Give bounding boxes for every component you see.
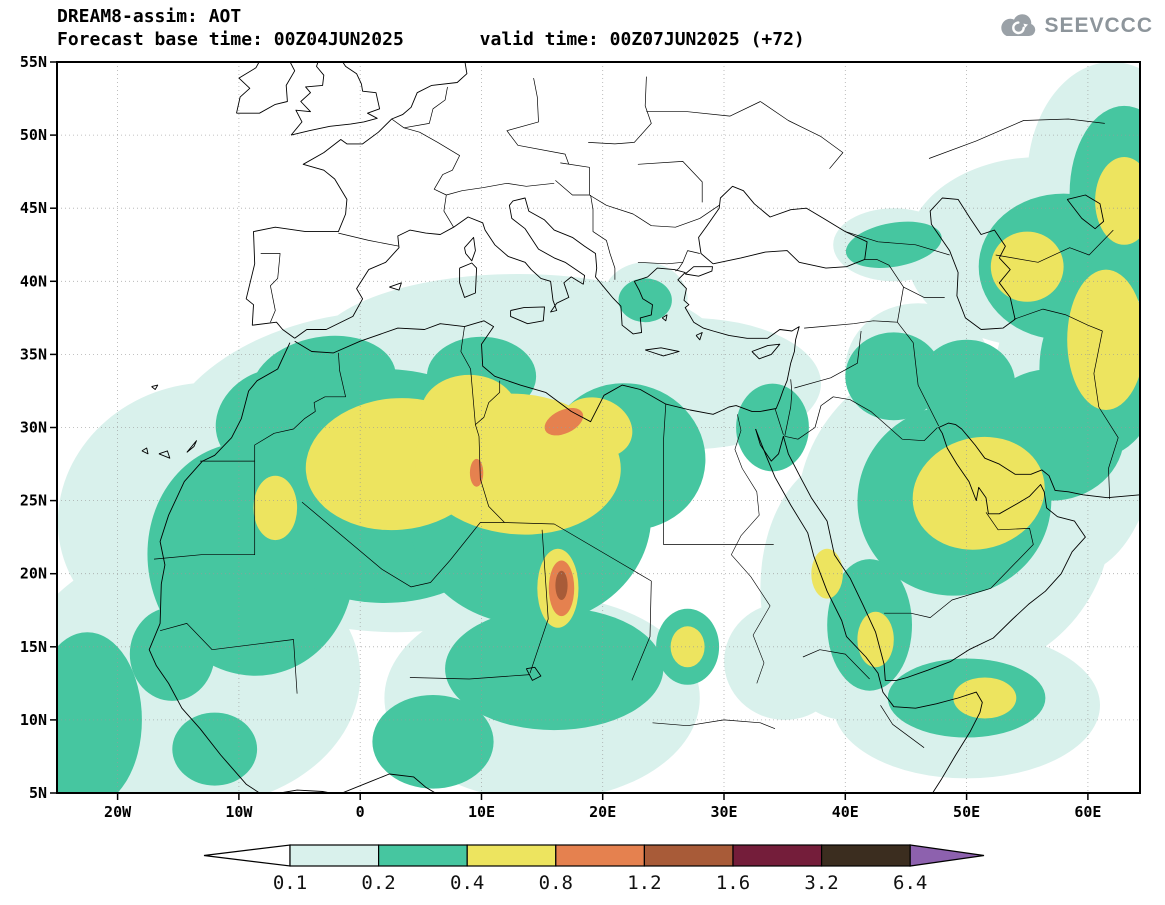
svg-text:0: 0	[356, 803, 365, 821]
svg-text:0.8: 0.8	[539, 872, 573, 894]
colorbar-left-arrow	[203, 844, 291, 867]
colorbar-segments	[203, 844, 985, 867]
logo-text: SEEVCCC	[1044, 14, 1153, 37]
svg-text:3.2: 3.2	[804, 872, 838, 894]
svg-text:20N: 20N	[20, 565, 47, 583]
svg-text:40N: 40N	[20, 272, 47, 290]
svg-text:55N: 55N	[20, 53, 47, 71]
svg-text:1.2: 1.2	[627, 872, 661, 894]
svg-text:30E: 30E	[710, 803, 737, 821]
svg-text:60E: 60E	[1074, 803, 1101, 821]
svg-text:35N: 35N	[20, 345, 47, 363]
seevccc-logo: SEEVCCC	[998, 12, 1153, 40]
svg-text:0.2: 0.2	[361, 872, 395, 894]
chart-title: DREAM8-assim: AOT	[57, 6, 242, 27]
svg-text:10N: 10N	[20, 711, 47, 729]
rivers	[730, 414, 771, 684]
chart-subtitle: Forecast base time: 00Z04JUN2025 valid t…	[57, 29, 805, 50]
svg-text:30N: 30N	[20, 419, 47, 437]
forecast-map: 55N 50N 45N 40N 35N 30N 25N 20N 15N 10N 5N 20W 10W 0 1…	[20, 53, 1141, 821]
svg-text:20E: 20E	[589, 803, 616, 821]
svg-text:20W: 20W	[104, 803, 132, 821]
svg-text:50N: 50N	[20, 126, 47, 144]
svg-text:10E: 10E	[468, 803, 495, 821]
country-borders	[153, 76, 1119, 748]
svg-text:1.6: 1.6	[716, 872, 750, 894]
aot-contour-fills	[57, 62, 1140, 793]
colorbar-right-arrow	[909, 844, 985, 867]
svg-text:40E: 40E	[832, 803, 859, 821]
cloud-logo-icon	[1001, 14, 1036, 37]
svg-text:0.4: 0.4	[450, 872, 484, 894]
svg-text:0.1: 0.1	[273, 872, 307, 894]
colorbar-labels: 0.1 0.2 0.4 0.8 1.2 1.6 3.2 6.4	[273, 872, 928, 894]
svg-text:25N: 25N	[20, 492, 47, 510]
svg-text:6.4: 6.4	[893, 872, 927, 894]
svg-text:15N: 15N	[20, 638, 47, 656]
svg-text:5N: 5N	[29, 784, 47, 802]
colorbar: 0.1 0.2 0.4 0.8 1.2 1.6 3.2 6.4	[203, 844, 985, 894]
svg-text:50E: 50E	[953, 803, 980, 821]
coastlines	[141, 62, 1140, 793]
svg-text:10W: 10W	[225, 803, 253, 821]
svg-text:45N: 45N	[20, 199, 47, 217]
y-axis-labels: 55N 50N 45N 40N 35N 30N 25N 20N 15N 10N 5N	[20, 53, 57, 802]
x-axis-labels: 20W 10W 0 10E 20E 30E 40E 50E 60E	[104, 793, 1101, 821]
